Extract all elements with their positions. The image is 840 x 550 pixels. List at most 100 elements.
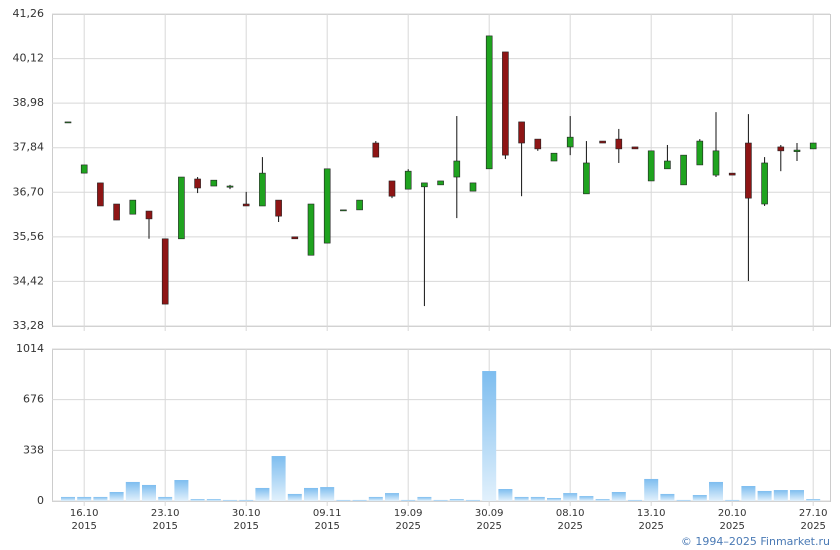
volume-bar [125,481,140,501]
x-tick-label: 23.10 [151,508,180,519]
volume-bar [482,371,497,501]
y-tick-label: 41,26 [13,7,45,20]
x-tick-label: 2015 [314,521,339,532]
x-tick-label: 30.10 [232,508,261,519]
volume-bar [174,480,189,501]
candle-body [291,236,299,240]
volume-bar [206,499,221,501]
candle-body [485,35,493,170]
candle-body [550,152,558,162]
volume-bar [676,499,691,501]
candle-body [64,121,72,124]
volume-bar [417,496,432,501]
candle-body [242,203,250,207]
candle-body [664,160,671,170]
candle-body [583,162,590,195]
volume-bar [109,492,124,501]
volume-bar [725,499,740,501]
candle-body [194,178,201,189]
x-tick-label: 2025 [800,521,825,532]
volume-bar [255,487,270,501]
candle-body [113,203,120,221]
volume-bar [514,496,529,501]
candle-body [404,170,412,190]
candle-body [680,154,687,186]
volume-bar [142,484,156,501]
volume-bar [530,496,545,501]
y-tick-label: 40,12 [13,52,45,65]
volume-bar [190,499,205,501]
volume-bar [466,499,480,501]
volume-bar [336,499,351,501]
copyright[interactable]: © 1994–2025 Finmarket.ru [681,535,830,548]
volume-bar [385,493,399,501]
candle-body [129,199,137,215]
candle-body [437,180,444,186]
volume-bar [320,487,335,501]
volume-bar [595,499,610,501]
volume-bar [93,496,108,501]
volume-frame [52,349,831,502]
y-tick-label: 36,70 [13,185,45,198]
volume-bar [547,498,561,501]
y-tick-label: 37,84 [13,141,45,154]
candle-body [761,162,768,205]
volume-bar [158,496,173,501]
candle-body [534,138,542,150]
candle-body [647,150,655,182]
x-tick-label: 2015 [233,521,258,532]
x-tick-label: 13.10 [637,508,666,519]
volume-bar [644,478,659,501]
volume-bar [757,490,772,501]
candle-body [421,182,428,188]
x-tick-label: 2025 [395,521,420,532]
volume-bar [692,495,707,501]
candle-body [210,179,218,187]
x-tick-label: 09.11 [313,508,342,519]
candle-body [502,51,509,156]
volume-bar [223,499,237,501]
volume-bar [806,499,821,501]
candle-body [518,121,525,144]
candle-body [728,172,736,176]
candle-body [226,185,234,188]
volume-bar [709,481,723,501]
x-tick-label: 20.10 [718,508,747,519]
candle-body [356,199,363,211]
candle-body [745,142,752,199]
volume-bar [368,496,383,501]
volume-bar [77,496,92,501]
volume-bar [271,456,286,501]
candle-body [793,149,801,152]
candle-body [145,210,153,220]
volume-bar [498,489,513,501]
x-tick-label: 2025 [476,521,501,532]
candle-body [372,142,380,158]
candle-body [307,203,315,256]
y-tick-label: 338 [23,443,44,456]
candle-body [696,140,704,166]
candle-body [809,142,817,150]
y-tick-label: 1014 [16,342,44,355]
volume-bar [579,496,594,501]
y-tick-label: 38,98 [13,96,45,109]
y-tick-label: 34,42 [13,274,45,287]
y-tick-label: 0 [37,494,44,507]
candle-body [178,176,185,240]
x-tick-label: 2025 [638,521,663,532]
volume-bar [449,499,464,501]
candle-body [388,180,396,197]
volume-bar [401,499,416,501]
x-tick-label: 16.10 [70,508,99,519]
volume-bar [433,499,448,501]
candle-body [469,182,477,192]
x-tick-label: 2015 [71,521,96,532]
x-tick-label: 19.09 [394,508,423,519]
candle-body [323,168,331,244]
x-tick-label: 30.09 [475,508,504,519]
volume-bar [352,499,367,501]
volume-bar [563,493,578,501]
candle-body [777,146,785,152]
candle-body [161,238,169,305]
